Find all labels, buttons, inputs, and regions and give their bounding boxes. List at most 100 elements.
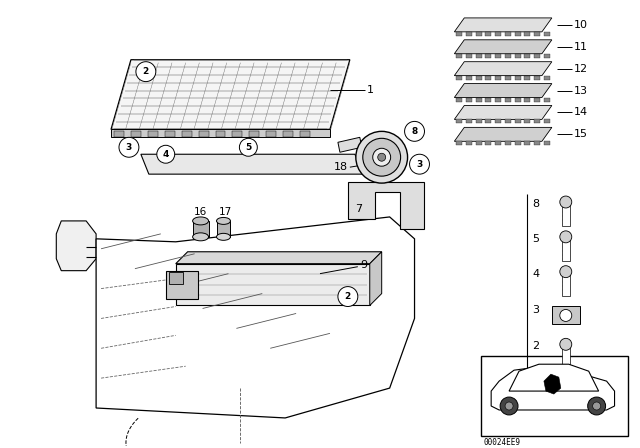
- Polygon shape: [338, 138, 362, 152]
- Polygon shape: [534, 141, 540, 145]
- Circle shape: [338, 287, 358, 306]
- Text: 2: 2: [143, 67, 149, 76]
- Polygon shape: [525, 120, 531, 123]
- Text: 3: 3: [532, 306, 539, 315]
- Circle shape: [593, 402, 600, 410]
- Text: 4: 4: [532, 269, 539, 279]
- Text: 9: 9: [360, 260, 367, 270]
- Polygon shape: [111, 129, 330, 138]
- Text: 2: 2: [345, 292, 351, 301]
- Bar: [283, 131, 293, 138]
- Text: 6: 6: [380, 131, 387, 141]
- Bar: [266, 131, 276, 138]
- Polygon shape: [370, 252, 381, 306]
- Polygon shape: [466, 54, 472, 58]
- Polygon shape: [525, 54, 531, 58]
- Polygon shape: [544, 76, 550, 80]
- Polygon shape: [486, 32, 492, 36]
- Bar: [562, 204, 570, 226]
- Circle shape: [239, 138, 257, 156]
- Text: 14: 14: [573, 108, 588, 117]
- Polygon shape: [56, 221, 96, 271]
- Bar: [232, 131, 243, 138]
- Text: 18: 18: [334, 162, 348, 172]
- Polygon shape: [534, 76, 540, 80]
- Polygon shape: [495, 32, 501, 36]
- Text: 5: 5: [245, 143, 252, 152]
- Text: 3: 3: [126, 143, 132, 152]
- Polygon shape: [495, 76, 501, 80]
- Polygon shape: [348, 182, 424, 229]
- Polygon shape: [495, 120, 501, 123]
- Polygon shape: [505, 120, 511, 123]
- Bar: [216, 221, 230, 237]
- Polygon shape: [466, 32, 472, 36]
- Ellipse shape: [216, 217, 230, 224]
- Polygon shape: [515, 120, 521, 123]
- Bar: [562, 239, 570, 261]
- Circle shape: [136, 62, 156, 82]
- Polygon shape: [486, 54, 492, 58]
- Polygon shape: [525, 32, 531, 36]
- Polygon shape: [515, 54, 521, 58]
- Text: 4: 4: [163, 150, 169, 159]
- Polygon shape: [534, 54, 540, 58]
- Polygon shape: [505, 54, 511, 58]
- Polygon shape: [454, 40, 552, 54]
- Text: 8: 8: [412, 127, 418, 136]
- Text: 12: 12: [573, 64, 588, 73]
- Polygon shape: [515, 98, 521, 102]
- Bar: [198, 131, 209, 138]
- Bar: [131, 131, 141, 138]
- Polygon shape: [454, 62, 552, 76]
- Polygon shape: [544, 141, 550, 145]
- Text: 3: 3: [417, 159, 422, 169]
- Polygon shape: [141, 154, 365, 174]
- Polygon shape: [111, 60, 350, 129]
- Circle shape: [378, 153, 386, 161]
- Text: 17: 17: [218, 207, 232, 217]
- Ellipse shape: [372, 148, 390, 166]
- Bar: [300, 131, 310, 138]
- Polygon shape: [495, 98, 501, 102]
- Polygon shape: [505, 32, 511, 36]
- Polygon shape: [466, 141, 472, 145]
- Bar: [562, 274, 570, 296]
- Bar: [562, 346, 570, 368]
- Text: 1: 1: [367, 85, 374, 95]
- Polygon shape: [176, 252, 381, 264]
- Polygon shape: [515, 141, 521, 145]
- Polygon shape: [505, 141, 511, 145]
- Polygon shape: [515, 76, 521, 80]
- Text: 10: 10: [573, 20, 588, 30]
- Polygon shape: [534, 32, 540, 36]
- Polygon shape: [495, 141, 501, 145]
- Polygon shape: [476, 120, 482, 123]
- Polygon shape: [486, 141, 492, 145]
- Polygon shape: [456, 54, 462, 58]
- Bar: [193, 221, 209, 237]
- Polygon shape: [456, 120, 462, 123]
- Bar: [165, 131, 175, 138]
- Polygon shape: [495, 54, 501, 58]
- Circle shape: [560, 266, 572, 278]
- Polygon shape: [525, 98, 531, 102]
- Polygon shape: [476, 141, 482, 145]
- Polygon shape: [456, 141, 462, 145]
- Polygon shape: [454, 127, 552, 141]
- Bar: [481, 356, 628, 436]
- Bar: [115, 131, 124, 138]
- Polygon shape: [509, 364, 598, 391]
- Circle shape: [119, 138, 139, 157]
- Polygon shape: [176, 264, 370, 306]
- Polygon shape: [534, 120, 540, 123]
- Polygon shape: [466, 76, 472, 80]
- Polygon shape: [544, 374, 561, 394]
- Ellipse shape: [193, 217, 209, 225]
- Bar: [552, 306, 580, 324]
- Polygon shape: [456, 32, 462, 36]
- Text: 00024EE9: 00024EE9: [483, 438, 520, 447]
- Polygon shape: [544, 98, 550, 102]
- Polygon shape: [456, 98, 462, 102]
- Polygon shape: [476, 76, 482, 80]
